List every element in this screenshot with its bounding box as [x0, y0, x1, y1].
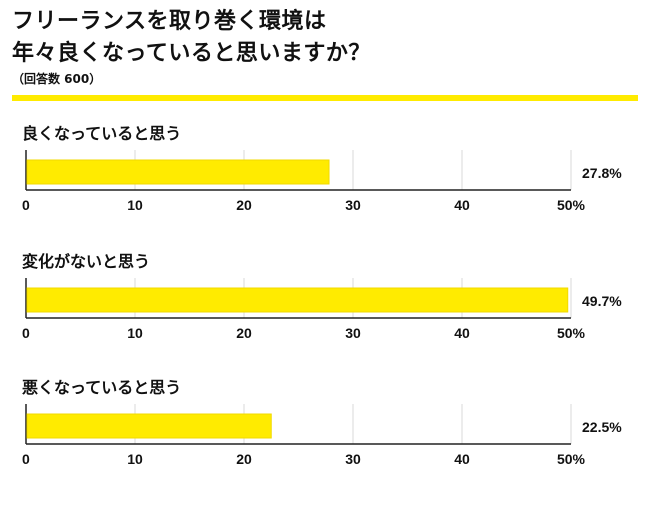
panel-3-tick-label: 30: [345, 451, 361, 467]
panel-3-tick-label: 0: [22, 451, 30, 467]
panel-3-tick-label: 50%: [557, 451, 586, 467]
panel-3-label: 悪くなっていると思う: [22, 378, 181, 397]
panel-3-bar: [26, 413, 272, 439]
title-accent-rule: [12, 95, 638, 101]
panel-1-tick-label: 20: [236, 197, 252, 213]
panel-2-bar: [26, 287, 569, 313]
panel-1-tick-label: 50%: [557, 197, 586, 213]
panel-2-label: 変化がないと思う: [22, 252, 150, 271]
panel-1-tick-label: 0: [22, 197, 30, 213]
chart-title-line-1: フリーランスを取り巻く環境は: [12, 9, 327, 34]
panel-1-tick-label: 10: [127, 197, 143, 213]
panel-3-tick-label: 40: [454, 451, 470, 467]
panel-1-bar: [26, 159, 330, 185]
panel-3-tick-label: 10: [127, 451, 143, 467]
chart-title-line-2: 年々良くなっていると思いますか？: [12, 41, 371, 66]
panel-2-tick-label: 20: [236, 325, 252, 341]
panel-2-tick-label: 40: [454, 325, 470, 341]
panel-2-tick-label: 50%: [557, 325, 586, 341]
chart-subtitle: （回答数 600）: [12, 72, 102, 86]
panel-1-tick-label: 30: [345, 197, 361, 213]
chart-title: フリーランスを取り巻く環境は 年々良くなっていると思いますか？: [12, 6, 642, 70]
panel-3-tick-label: 20: [236, 451, 252, 467]
panel-3-value-label: 22.5%: [582, 419, 622, 435]
panel-2-value-label: 49.7%: [582, 293, 622, 309]
panel-1-label: 良くなっていると思う: [22, 124, 181, 143]
panel-1-tick-label: 40: [454, 197, 470, 213]
panel-2-tick-label: 0: [22, 325, 30, 341]
panel-2-tick-label: 10: [127, 325, 143, 341]
panel-1-value-label: 27.8%: [582, 165, 622, 181]
panel-2-tick-label: 30: [345, 325, 361, 341]
